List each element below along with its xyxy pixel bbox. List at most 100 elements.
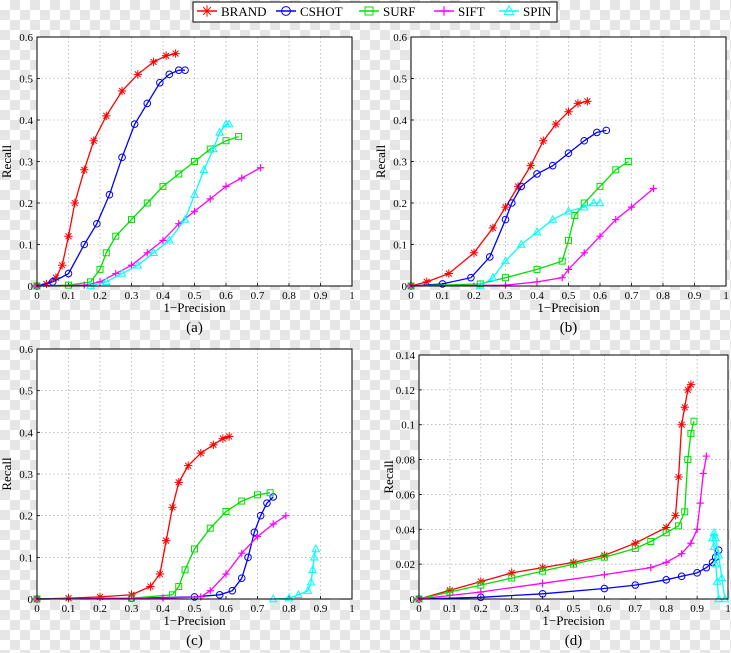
data-point-cshot (438, 280, 447, 288)
series-line-surf (36, 492, 271, 600)
x-tick-label: 0.4 (156, 603, 170, 615)
data-point-cshot (501, 215, 510, 224)
data-point-brand (539, 136, 548, 145)
data-point-surf (502, 274, 509, 282)
x-tick-label: 0.8 (282, 290, 296, 302)
data-point-surf (266, 489, 274, 497)
y-tick-label: 0.4 (19, 427, 33, 439)
data-point-spin (709, 541, 719, 550)
data-point-cshot (80, 240, 89, 249)
x-tick-label: 0.1 (436, 290, 450, 302)
data-point-spin (501, 256, 510, 265)
x-tick-label: 0.9 (690, 603, 704, 615)
series-line-cshot (418, 549, 720, 600)
data-point-brand (444, 269, 453, 278)
y-tick-label: 0.08 (396, 455, 416, 467)
y-tick-label: 0.2 (19, 511, 33, 523)
series-line-brand (36, 435, 230, 600)
data-point-sift (269, 520, 277, 528)
data-point-surf (675, 522, 683, 530)
y-tick-label: 0.12 (396, 385, 415, 397)
data-point-cshot (631, 581, 640, 589)
x-axis-label: 1−Precision (163, 300, 226, 315)
data-point-surf (254, 491, 261, 499)
axes-frame (410, 36, 727, 287)
data-point-surf (684, 456, 692, 464)
data-point-brand (445, 586, 455, 595)
data-point-surf (477, 581, 485, 589)
data-point-cshot (64, 269, 73, 278)
y-tick-label: 0.5 (393, 74, 407, 86)
data-point-spin (714, 550, 724, 559)
data-point-surf (681, 508, 689, 516)
series-sift (407, 184, 658, 290)
data-point-surf (128, 216, 135, 224)
data-point-brand (70, 198, 79, 208)
data-point-surf (235, 133, 243, 141)
data-point-surf (596, 182, 604, 190)
y-axis-label: Recall (0, 145, 14, 179)
data-point-brand (631, 539, 640, 548)
y-tick-label: 0.3 (19, 157, 33, 169)
data-point-spin (720, 594, 730, 603)
legend-label-surf: SURF (383, 4, 416, 19)
data-point-sift (539, 579, 547, 587)
data-point-cshot (564, 149, 573, 157)
data-point-cshot (181, 66, 189, 74)
data-point-cshot (215, 591, 224, 599)
y-tick-label: 0.5 (19, 386, 33, 398)
legend-label-spin: SPIN (523, 4, 552, 19)
data-point-brand (569, 558, 578, 567)
x-tick-label: 0.7 (251, 290, 265, 302)
x-tick-label: 0.5 (562, 290, 576, 302)
data-point-surf (181, 566, 189, 574)
data-point-spin (311, 544, 321, 553)
series-line-sift (410, 188, 654, 287)
x-tick-label: 0.4 (536, 603, 550, 615)
panel-label: (a) (186, 320, 203, 336)
data-point-cshot (143, 99, 152, 108)
x-tick-label: 0.8 (656, 290, 670, 302)
data-point-spin (149, 247, 158, 256)
data-point-sift (257, 164, 265, 172)
data-point-surf (690, 417, 698, 425)
data-point-sift (159, 236, 167, 244)
data-point-spin (548, 214, 558, 223)
x-tick-label: 0.8 (282, 603, 296, 615)
data-point-sift (687, 539, 695, 547)
data-point-sift (600, 571, 608, 579)
series-cshot (415, 546, 723, 603)
y-tick-label: 0.6 (393, 32, 407, 44)
data-point-surf (159, 182, 167, 190)
x-tick-label: 1 (349, 290, 355, 302)
data-point-sift (662, 558, 670, 566)
data-point-sift (206, 587, 214, 595)
series-line-cshot (410, 129, 607, 287)
data-point-brand (674, 472, 683, 482)
series-line-spin (90, 123, 230, 287)
y-tick-label: 0 (28, 594, 34, 606)
data-point-cshot (693, 569, 701, 577)
data-point-spin (564, 206, 573, 215)
data-point-brand (224, 432, 234, 441)
data-point-spin (532, 227, 542, 236)
data-point-surf (206, 524, 214, 532)
y-tick-label: 0.14 (396, 350, 416, 362)
y-tick-label: 0.5 (19, 74, 33, 86)
x-axis-label: 1−Precision (537, 300, 600, 315)
x-tick-label: 0.6 (598, 603, 612, 615)
series-spin (475, 198, 605, 290)
y-tick-label: 0.2 (393, 198, 407, 210)
legend-marker-sift (439, 6, 449, 16)
data-point-spin (224, 119, 234, 128)
data-point-sift (647, 564, 655, 572)
data-point-cshot (244, 553, 252, 562)
data-point-surf (687, 429, 695, 437)
series-line-sift (418, 455, 708, 600)
data-point-brand (171, 49, 180, 58)
data-point-spin (268, 594, 278, 603)
data-point-sift (80, 281, 88, 289)
data-point-brand (102, 111, 111, 121)
data-point-sift (238, 549, 246, 557)
data-point-cshot (517, 182, 526, 191)
